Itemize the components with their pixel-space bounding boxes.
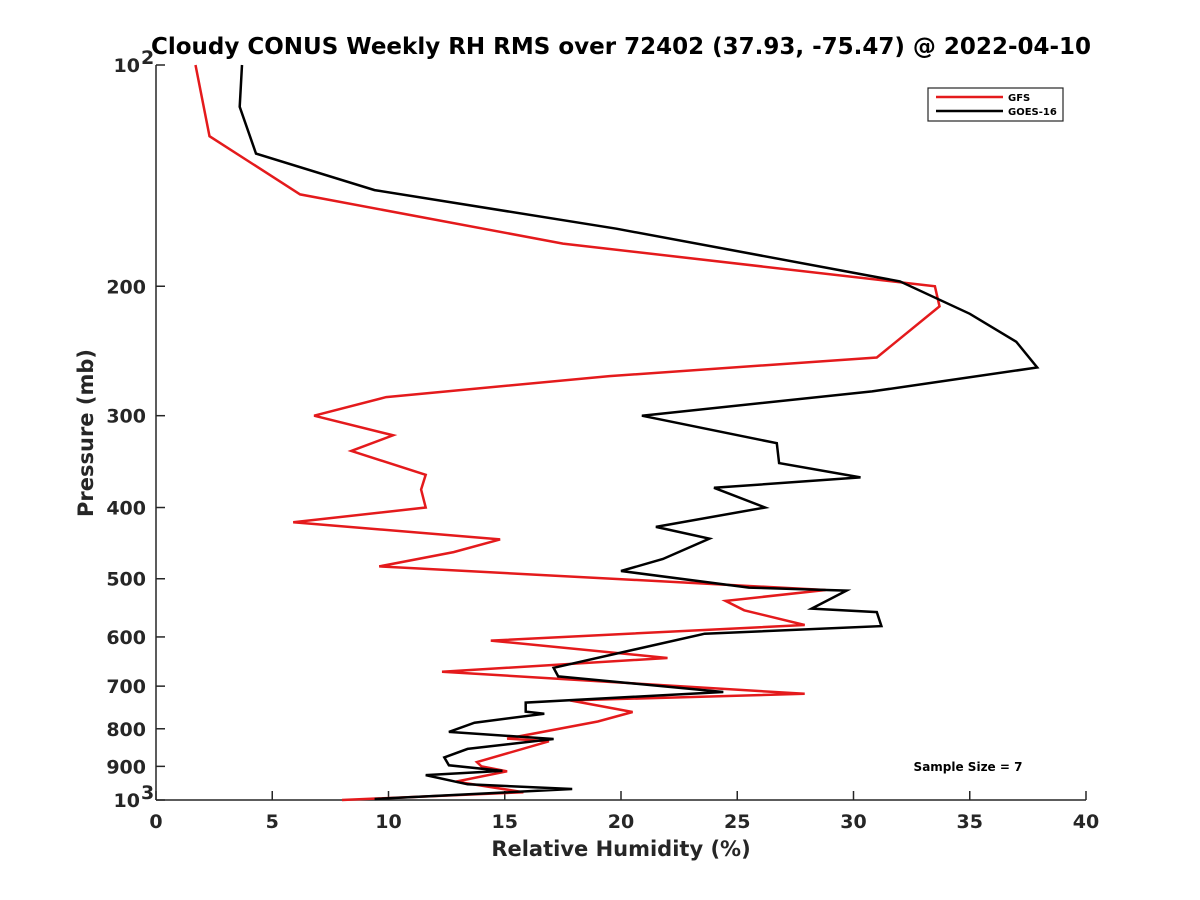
x-tick-label: 30 xyxy=(840,811,866,833)
y-tick-label: 400 xyxy=(106,498,146,520)
x-tick-label: 5 xyxy=(266,811,279,833)
y-tick-label: 800 xyxy=(106,719,146,741)
series-line-goes-16 xyxy=(238,64,1040,801)
x-tick-label: 0 xyxy=(149,811,162,833)
x-axis-label: Relative Humidity (%) xyxy=(491,837,750,861)
y-tick-label: 10 xyxy=(114,55,140,77)
y-tick-label: 500 xyxy=(106,569,146,591)
x-tick-label: 40 xyxy=(1073,811,1099,833)
y-tick-label: 600 xyxy=(106,627,146,649)
y-tick-label: 200 xyxy=(106,276,146,298)
y-tick-label: 700 xyxy=(106,676,146,698)
sample-size-annotation: Sample Size = 7 xyxy=(914,760,1023,774)
x-tick-label: 20 xyxy=(608,811,634,833)
y-tick-label: 10 xyxy=(114,790,140,812)
chart-title: Cloudy CONUS Weekly RH RMS over 72402 (3… xyxy=(151,34,1091,60)
legend-box xyxy=(927,87,1064,122)
y-tick-exponent: 2 xyxy=(141,47,154,69)
y-tick-label: 300 xyxy=(106,406,146,428)
x-tick-label: 15 xyxy=(492,811,518,833)
legend-label-gfs: GFS xyxy=(1008,93,1030,104)
legend-label-goes-16: GOES-16 xyxy=(1008,107,1057,118)
y-tick-label: 900 xyxy=(106,756,146,778)
legend: GFS GOES-16 xyxy=(927,87,1064,122)
y-axis-label: Pressure (mb) xyxy=(74,349,98,517)
x-tick-label: 10 xyxy=(375,811,401,833)
x-tick-label: 25 xyxy=(724,811,750,833)
y-tick-exponent: 3 xyxy=(141,782,154,804)
x-tick-label: 35 xyxy=(957,811,983,833)
